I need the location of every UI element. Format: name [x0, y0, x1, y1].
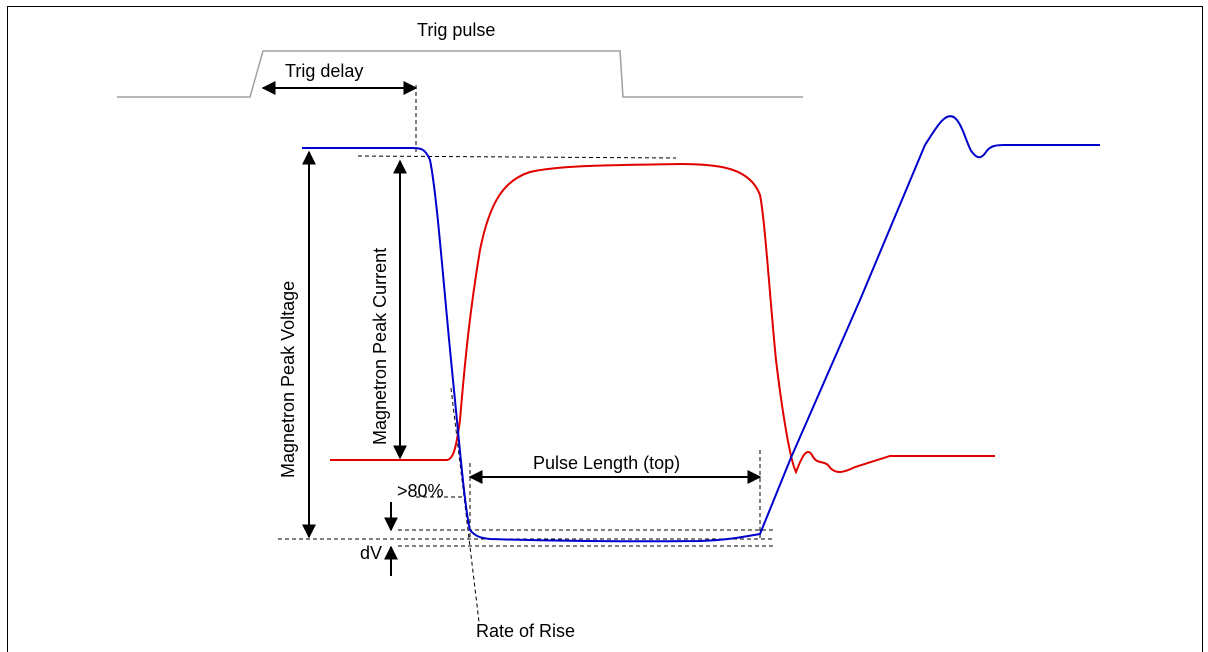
peak-voltage-reference-line [357, 155, 677, 159]
current-trace [330, 162, 995, 475]
80-percent-label: >80% [397, 481, 444, 501]
voltage-trace [302, 115, 1100, 543]
dv-label: dV [360, 543, 382, 563]
diagram-frame [7, 6, 1203, 652]
rate-of-rise-label: Rate of Rise [476, 621, 575, 641]
trig-pulse-label: Trig pulse [417, 20, 495, 40]
pulse-length-label: Pulse Length (top) [533, 453, 680, 473]
trig-delay-label: Trig delay [285, 61, 363, 81]
rate-of-rise-tangent [450, 387, 480, 623]
trigger-pulse-trace [117, 50, 803, 98]
magnetron-peak-current-label: Magnetron Peak Current [370, 248, 390, 445]
magnetron-peak-voltage-label: Magnetron Peak Voltage [278, 281, 298, 478]
